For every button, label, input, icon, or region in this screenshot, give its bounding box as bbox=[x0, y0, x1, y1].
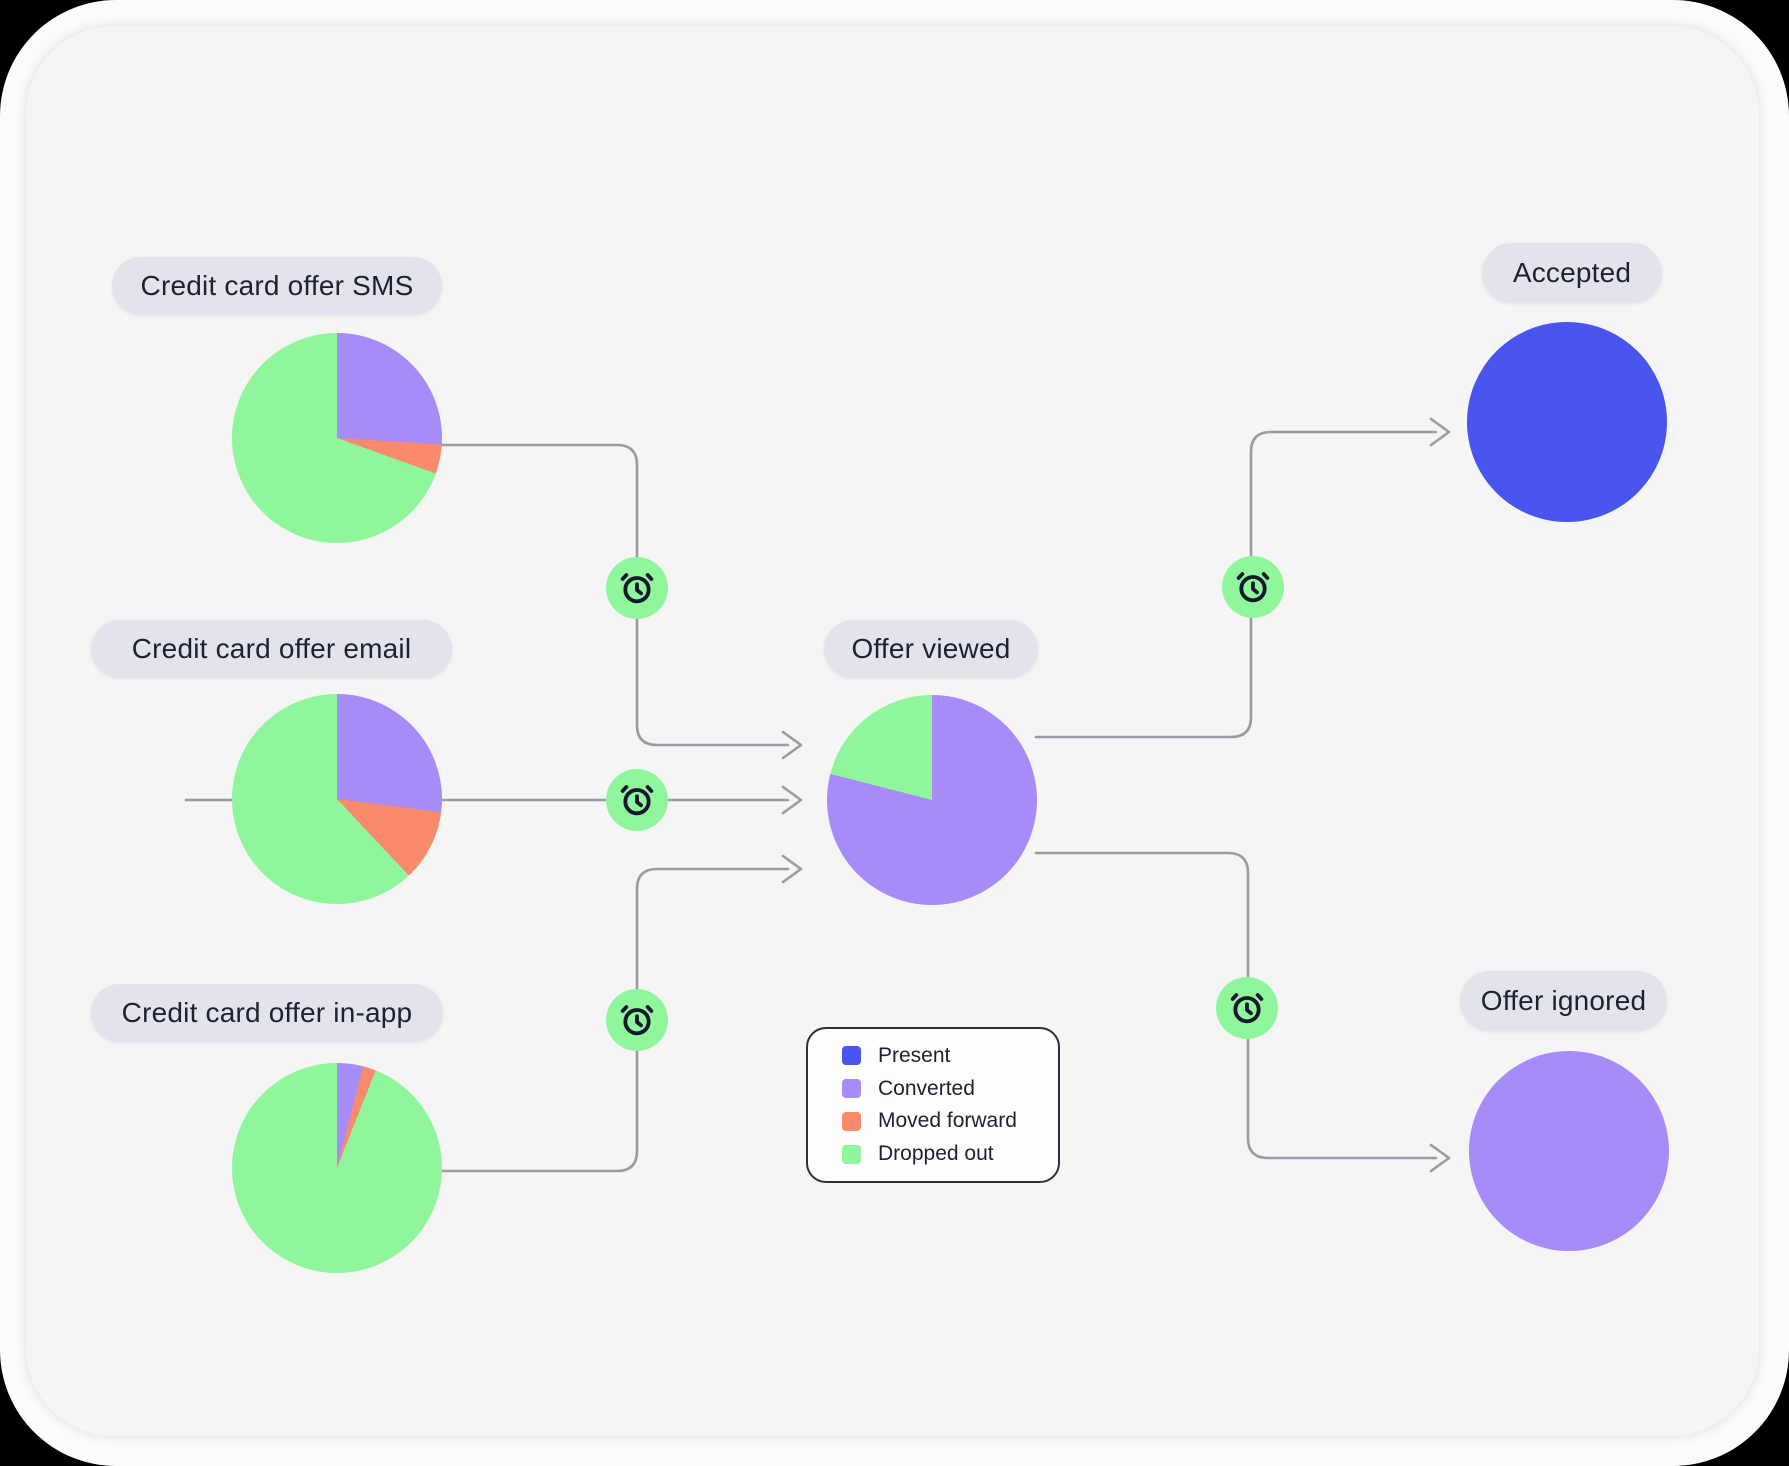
legend: Present Converted Moved forward Dropped … bbox=[806, 1027, 1060, 1183]
delay-badge-ignored[interactable] bbox=[1216, 977, 1278, 1039]
delay-badge-inapp[interactable] bbox=[606, 989, 668, 1051]
legend-swatch-dropped-out bbox=[842, 1144, 861, 1164]
legend-item-dropped-out: Dropped out bbox=[842, 1142, 1058, 1166]
node-label-offer-viewed-text: Offer viewed bbox=[851, 633, 1011, 664]
node-label-accepted[interactable]: Accepted bbox=[1482, 243, 1662, 303]
node-label-inapp-text: Credit card offer in-app bbox=[121, 997, 413, 1028]
alarm-clock-icon bbox=[1230, 993, 1264, 1024]
delay-badge-accepted[interactable] bbox=[1222, 556, 1284, 618]
node-label-offer-viewed[interactable]: Offer viewed bbox=[824, 620, 1038, 678]
pie-offer-viewed[interactable] bbox=[827, 695, 1037, 905]
alarm-clock-icon bbox=[620, 573, 654, 604]
circle-offer-ignored[interactable] bbox=[1469, 1051, 1669, 1251]
legend-label-dropped-out: Dropped out bbox=[878, 1142, 994, 1166]
alarm-clock-icon bbox=[620, 1005, 654, 1036]
pie-sms[interactable] bbox=[232, 333, 442, 543]
legend-label-converted: Converted bbox=[878, 1076, 975, 1100]
legend-swatch-converted bbox=[842, 1079, 861, 1099]
delay-badge-sms[interactable] bbox=[606, 557, 668, 619]
alarm-clock-icon bbox=[1236, 572, 1270, 603]
node-label-sms-text: Credit card offer SMS bbox=[140, 270, 414, 301]
legend-label-moved-forward: Moved forward bbox=[878, 1109, 1017, 1133]
node-label-sms[interactable]: Credit card offer SMS bbox=[112, 257, 442, 315]
legend-item-converted: Converted bbox=[842, 1077, 1058, 1101]
legend-swatch-present bbox=[842, 1046, 861, 1066]
node-label-email[interactable]: Credit card offer email bbox=[91, 620, 452, 678]
node-label-accepted-text: Accepted bbox=[1512, 257, 1632, 288]
node-label-email-text: Credit card offer email bbox=[131, 633, 412, 664]
circle-accepted[interactable] bbox=[1467, 322, 1667, 522]
legend-item-moved-forward: Moved forward bbox=[842, 1109, 1058, 1133]
legend-item-present: Present bbox=[842, 1044, 1058, 1068]
node-label-inapp[interactable]: Credit card offer in-app bbox=[91, 984, 443, 1042]
delay-badge-email[interactable] bbox=[606, 769, 668, 831]
pie-email[interactable] bbox=[232, 694, 442, 904]
legend-label-present: Present bbox=[878, 1043, 951, 1067]
alarm-clock-icon bbox=[620, 785, 654, 816]
pie-inapp[interactable] bbox=[232, 1063, 442, 1273]
legend-swatch-moved-forward bbox=[842, 1111, 861, 1131]
node-label-offer-ignored-text: Offer ignored bbox=[1480, 985, 1647, 1016]
node-label-offer-ignored[interactable]: Offer ignored bbox=[1460, 971, 1667, 1031]
